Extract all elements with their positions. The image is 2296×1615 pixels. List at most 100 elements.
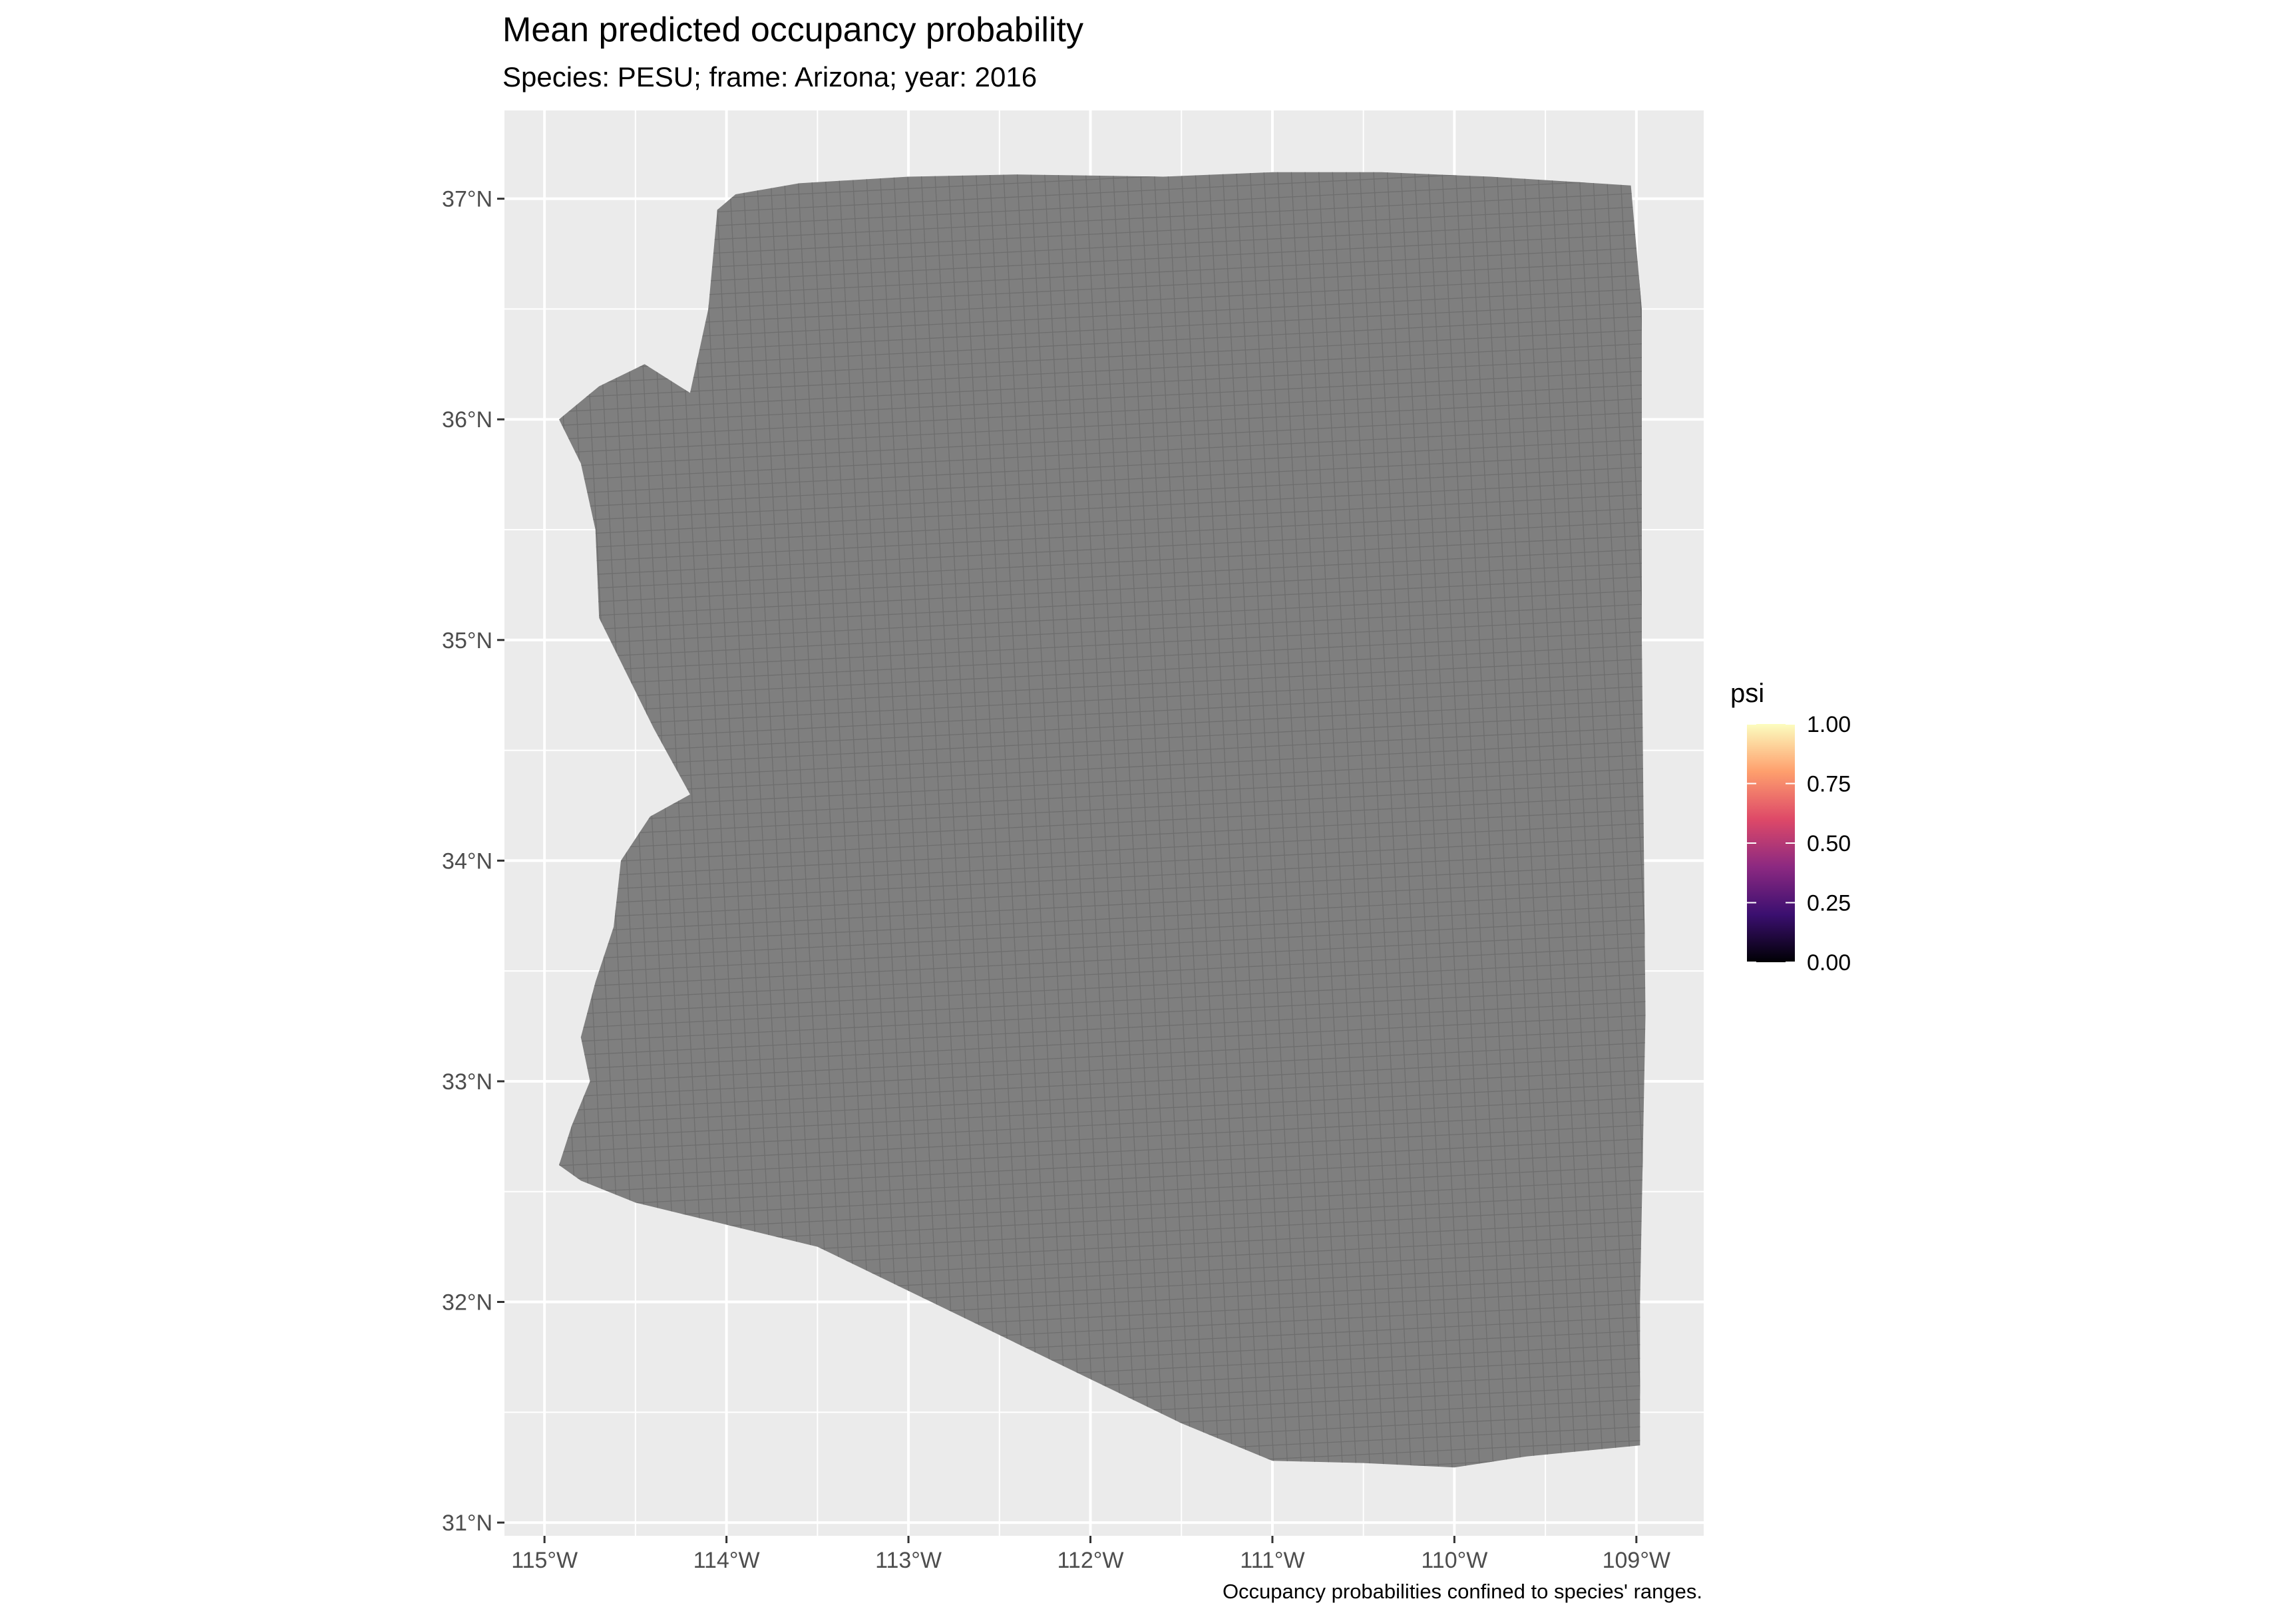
cell-line-h-87 [559,1163,1646,1224]
cell-line-h-75 [559,998,1646,1059]
cell-line-v-58 [1219,172,1292,1468]
cell-line-h-74 [559,984,1646,1046]
cell-line-v-37 [931,172,1004,1468]
cell-line-v-81 [1534,172,1607,1468]
x-tick-label-1: 114°W [693,1548,760,1573]
cell-line-h-29 [559,367,1646,429]
cell-line-h-37 [559,477,1646,538]
cell-line-v-38 [945,172,1018,1468]
cell-line-h-39 [559,504,1646,566]
cell-line-v-45 [1041,172,1113,1468]
cell-line-h-57 [559,751,1646,812]
cell-line-h-58 [559,765,1646,826]
cell-line-h-23 [559,285,1646,347]
cell-line-v-75 [1452,172,1525,1468]
cell-line-h-24 [559,299,1646,361]
x-tick-label-6: 109°W [1603,1548,1670,1573]
cell-line-v-44 [1027,172,1100,1468]
cell-line-v-71 [1397,172,1470,1468]
cell-line-v-65 [1315,172,1388,1468]
cell-line-v-57 [1205,172,1278,1468]
cell-line-v-50 [1109,172,1182,1468]
y-tick-label-4: 35°N [442,628,492,653]
cell-line-v-73 [1425,172,1497,1468]
legend-label-4: 0.00 [1807,950,1851,976]
cell-line-h-36 [559,463,1646,525]
cell-line-h-77 [559,1025,1646,1087]
legend-label-2: 0.50 [1807,831,1851,856]
cell-line-h-65 [559,861,1646,922]
cell-line-h-48 [559,628,1646,689]
cell-line-v-86 [1603,172,1646,1468]
cell-line-v-34 [890,172,963,1468]
cell-line-h-40 [559,518,1646,580]
cell-line-v-68 [1356,172,1429,1468]
cell-line-h-84 [559,1121,1646,1183]
cell-line-h-82 [559,1094,1646,1155]
legend-breaks: 1.00 0.75 0.50 0.25 0.00 [1747,712,1851,976]
cell-line-h-66 [559,874,1646,936]
cell-line-h-33 [559,423,1646,484]
cell-line-v-39 [958,172,1032,1468]
cell-line-v-83 [1562,172,1634,1468]
cell-line-v-35 [904,172,976,1468]
cell-line-h-47 [559,614,1646,675]
cell-line-h-80 [559,1067,1646,1128]
legend-label-3: 0.25 [1807,891,1851,916]
y-tick-label-3: 34°N [442,848,492,874]
y-tick-label-5: 36°N [442,407,492,433]
cell-line-h-60 [559,793,1646,854]
plot-caption: Occupancy probabilities confined to spec… [1223,1580,1702,1603]
cell-line-v-61 [1260,172,1333,1468]
psi-legend: psi 1.00 0.75 0.50 0.25 0.00 [1730,679,1851,976]
cell-line-h-38 [559,491,1646,552]
x-tick-label-0: 115°W [511,1548,578,1573]
cell-line-v-41 [986,172,1059,1468]
cell-line-h-44 [559,573,1646,635]
cell-line-v-80 [1521,172,1593,1468]
cell-line-h-69 [559,916,1646,978]
axis-ticks [497,198,1638,1543]
cell-line-h-41 [559,532,1646,594]
cell-line-h-68 [559,902,1646,964]
cell-line-h-76 [559,1011,1646,1073]
cell-line-v-0 [425,110,496,1536]
cell-line-v-60 [1246,172,1319,1468]
y-tick-label-6: 37°N [442,187,492,212]
cell-line-h-78 [559,1039,1646,1101]
cell-line-v-74 [1438,172,1511,1468]
plot-subtitle: Species: PESU; frame: Arizona; year: 201… [502,61,1037,92]
cell-line-v-77 [1479,172,1552,1468]
cell-line-v-40 [972,172,1045,1468]
cell-line-v-55 [1178,172,1250,1468]
cell-line-v-49 [1095,172,1169,1468]
y-axis-labels: 31°N 32°N 33°N 34°N 35°N 36°N 37°N [442,187,492,1536]
cell-line-v-54 [1164,172,1237,1468]
cell-line-v-70 [1384,172,1456,1468]
cell-line-v-84 [1575,172,1646,1468]
cell-line-h-25 [559,313,1646,374]
cell-line-h-55 [559,724,1646,785]
cell-line-h-81 [559,1080,1646,1142]
cell-line-h-43 [559,560,1646,621]
cell-line-h-73 [559,971,1646,1032]
cell-line-v-69 [1370,172,1443,1468]
cell-line-v-36 [917,172,990,1468]
cell-line-h-35 [559,450,1646,511]
cell-line-h-61 [559,806,1646,868]
cell-line-h-79 [559,1053,1646,1115]
cell-line-h-85 [559,1135,1646,1196]
x-tick-label-3: 112°W [1057,1548,1124,1573]
cell-line-v-51 [1123,172,1196,1468]
cell-line-h-42 [559,546,1646,607]
x-tick-label-2: 113°W [875,1548,942,1573]
cell-line-v-33 [876,172,949,1468]
cell-line-h-86 [559,1149,1646,1210]
legend-title: psi [1730,679,1764,708]
cell-line-h-64 [559,847,1646,909]
cell-line-v-63 [1288,172,1360,1468]
cell-line-v-78 [1493,172,1566,1468]
cell-line-h-30 [559,381,1646,443]
cell-line-h-27 [559,340,1646,401]
